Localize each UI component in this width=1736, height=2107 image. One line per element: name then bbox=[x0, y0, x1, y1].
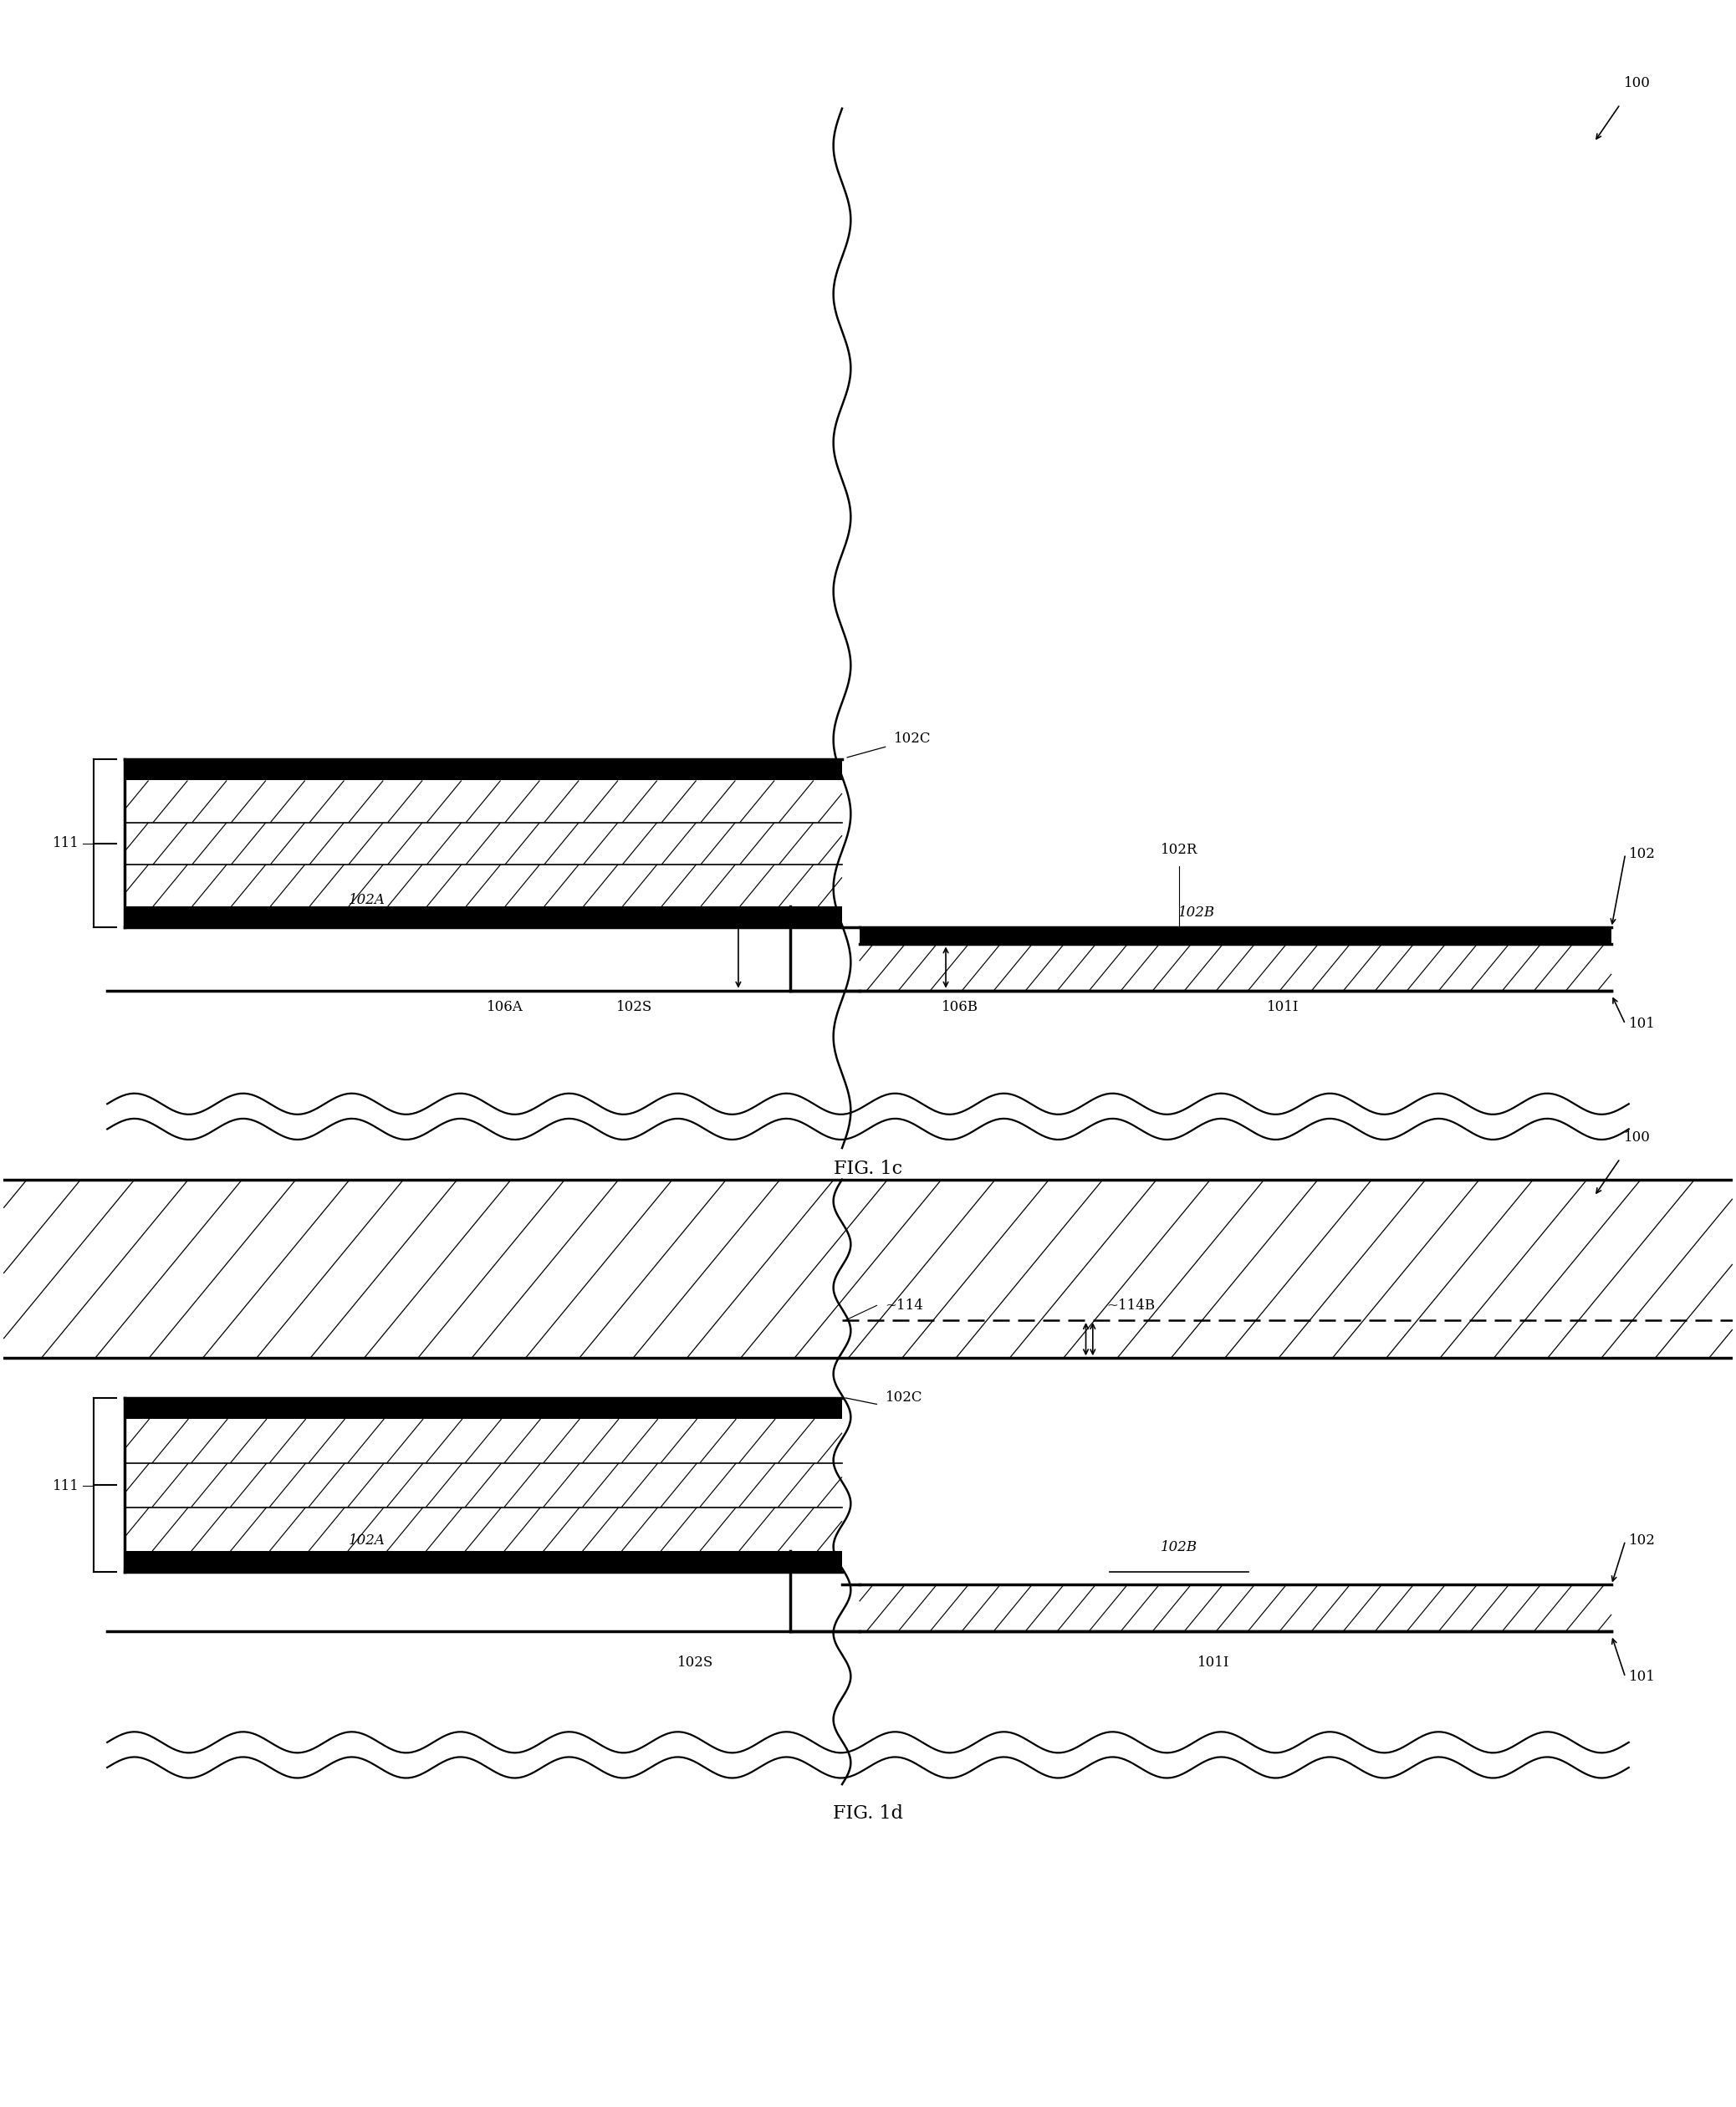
Text: ~114: ~114 bbox=[885, 1298, 924, 1313]
Text: 101: 101 bbox=[1628, 1671, 1656, 1683]
Bar bbox=[859, 927, 1611, 944]
Text: 102: 102 bbox=[1628, 1534, 1656, 1549]
Text: 106A: 106A bbox=[486, 1001, 523, 1013]
Text: 102R: 102R bbox=[1161, 843, 1198, 858]
Text: 102S: 102S bbox=[616, 1001, 653, 1013]
Bar bbox=[125, 1418, 842, 1462]
Text: 102: 102 bbox=[1628, 847, 1656, 862]
Text: 101: 101 bbox=[1628, 1018, 1656, 1030]
Bar bbox=[125, 780, 842, 822]
Text: 101I: 101I bbox=[1267, 1001, 1299, 1013]
Bar bbox=[125, 864, 842, 906]
Bar bbox=[125, 1462, 842, 1507]
Text: 102A: 102A bbox=[349, 893, 385, 908]
Bar bbox=[125, 1397, 842, 1418]
Bar bbox=[125, 1551, 842, 1572]
Text: 102C: 102C bbox=[894, 731, 930, 746]
Text: 111: 111 bbox=[52, 1479, 80, 1494]
Bar bbox=[125, 1507, 842, 1551]
Text: FIG. 1d: FIG. 1d bbox=[833, 1804, 903, 1823]
Bar bbox=[859, 1584, 1611, 1631]
Text: 111: 111 bbox=[52, 836, 80, 851]
Text: 101I: 101I bbox=[1198, 1656, 1229, 1669]
Text: 102S: 102S bbox=[677, 1656, 713, 1669]
Text: 102B: 102B bbox=[1179, 906, 1215, 921]
Text: 102C: 102C bbox=[885, 1391, 922, 1405]
Bar bbox=[125, 759, 842, 780]
Text: 100: 100 bbox=[1625, 76, 1651, 91]
Text: 100: 100 bbox=[1625, 1129, 1651, 1144]
Bar bbox=[125, 822, 842, 864]
Text: 106B: 106B bbox=[941, 1001, 977, 1013]
Text: 102A: 102A bbox=[349, 1534, 385, 1549]
Text: ~114B: ~114B bbox=[1106, 1298, 1154, 1313]
Bar bbox=[3, 1180, 1733, 1359]
Text: 102B: 102B bbox=[1161, 1540, 1198, 1555]
Bar bbox=[125, 906, 842, 927]
Bar bbox=[859, 944, 1611, 990]
Text: FIG. 1c: FIG. 1c bbox=[833, 1159, 903, 1178]
